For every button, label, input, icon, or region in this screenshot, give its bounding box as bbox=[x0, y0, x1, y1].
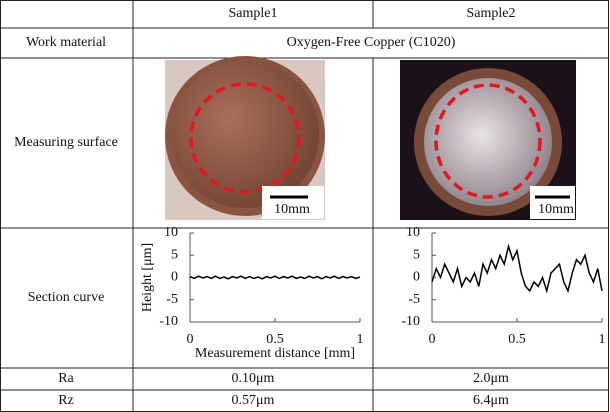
x-tick-label: 1 bbox=[357, 332, 364, 347]
column-header: Sample2 bbox=[467, 6, 516, 21]
scale-label: 10mm bbox=[274, 202, 310, 217]
photo-sample2 bbox=[400, 60, 576, 220]
x-tick-label: 0.5 bbox=[508, 332, 526, 347]
row-label: Measuring surface bbox=[14, 135, 118, 150]
row-label: Section curve bbox=[28, 290, 105, 305]
y-tick-label: 5 bbox=[413, 247, 420, 262]
y-tick-label: -5 bbox=[166, 292, 178, 307]
x-tick-label: 0 bbox=[187, 332, 194, 347]
cell-text: 6.4μm bbox=[473, 393, 509, 408]
x-tick-label: 1 bbox=[599, 332, 606, 347]
y-tick-label: -10 bbox=[159, 314, 178, 329]
photo-sample1 bbox=[165, 56, 325, 220]
row-label: Work material bbox=[26, 35, 106, 50]
scale-label: 10mm bbox=[538, 202, 574, 217]
x-axis-label: Measurement distance [mm] bbox=[195, 346, 355, 361]
cell-text: 0.10μm bbox=[232, 371, 275, 386]
column-header: Sample1 bbox=[229, 6, 278, 21]
y-tick-label: 0 bbox=[171, 270, 178, 285]
cell-text: Oxygen-Free Copper (C1020) bbox=[287, 35, 456, 50]
curve bbox=[190, 276, 360, 279]
row-label: Ra bbox=[58, 371, 74, 386]
x-tick-label: 0 bbox=[429, 332, 436, 347]
y-axis-label: Height [μm] bbox=[140, 243, 155, 312]
y-tick-label: -10 bbox=[401, 314, 420, 329]
y-tick-label: -5 bbox=[408, 292, 420, 307]
y-tick-label: 5 bbox=[171, 247, 178, 262]
x-tick-label: 0.5 bbox=[266, 332, 284, 347]
row-label: Rz bbox=[58, 393, 74, 408]
y-tick-label: 0 bbox=[413, 270, 420, 285]
spec-table: Sample1 Sample2 Work material Oxygen-Free C… bbox=[0, 0, 610, 412]
y-tick-label: 10 bbox=[164, 225, 178, 240]
y-tick-label: 10 bbox=[406, 225, 420, 240]
cell-text: 0.57μm bbox=[232, 393, 275, 408]
curve bbox=[432, 246, 602, 291]
cell-text: 2.0μm bbox=[473, 371, 509, 386]
